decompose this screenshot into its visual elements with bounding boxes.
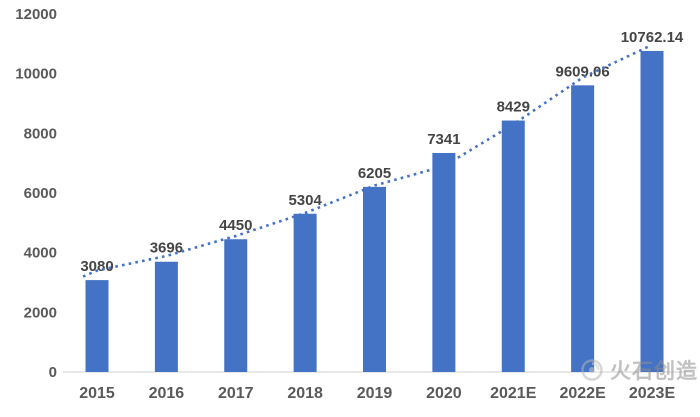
bar-2015 [85,280,109,372]
bar-2017 [224,239,248,372]
bar-2022E [571,85,595,372]
x-axis-tick-label: 2015 [79,385,115,402]
x-axis-tick-label: 2020 [426,385,462,402]
bar-value-label: 3696 [150,240,183,257]
x-axis-tick-label: 2022E [559,385,606,402]
bar-value-label: 5304 [288,192,322,209]
bar-value-label: 9609.06 [556,63,610,80]
x-axis-tick-label: 2017 [218,385,254,402]
bar-value-label: 3080 [80,258,113,275]
bar-value-label: 6205 [358,165,391,182]
bar-value-label: 10762.14 [621,29,684,46]
y-axis-tick-label: 8000 [24,125,57,142]
bar-value-label: 8429 [497,99,530,116]
x-axis-tick-label: 2021E [490,385,537,402]
bar-2016 [154,261,178,372]
y-axis-tick-label: 6000 [24,185,57,202]
y-axis-tick-label: 2000 [24,304,57,321]
bar-2019 [363,186,386,372]
bar-2018 [293,213,317,372]
y-axis-tick-label: 0 [49,364,57,381]
x-axis-tick-label: 2018 [287,385,323,402]
bar-2021E [501,120,525,372]
bar-2020 [432,152,456,372]
x-axis-tick-label: 2019 [357,385,393,402]
bar-value-label: 4450 [219,217,252,234]
x-axis-tick-label: 2023E [629,385,676,402]
y-axis-tick-label: 4000 [24,245,57,262]
bar-2023E [640,50,664,372]
x-axis-tick-label: 2016 [149,385,185,402]
y-axis-tick-label: 12000 [15,6,57,23]
bar-value-label: 7341 [427,131,460,148]
y-axis-tick-label: 10000 [15,66,57,83]
